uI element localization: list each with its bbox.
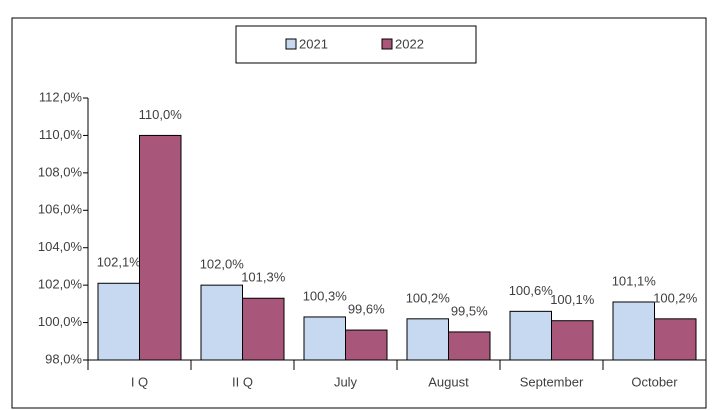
legend-box (235, 25, 477, 64)
data-label: 100,2% (653, 290, 698, 305)
legend-swatch (381, 38, 393, 50)
bar (139, 134, 182, 361)
y-tick-label: 100,0% (38, 314, 83, 329)
data-label: 99,5% (451, 303, 488, 318)
legend-swatch (285, 38, 297, 50)
x-tick-label: October (631, 374, 678, 389)
bar (612, 301, 655, 361)
data-label: 102,0% (200, 257, 245, 272)
y-tick-label: 98,0% (45, 351, 82, 366)
y-tick-label: 102,0% (38, 277, 83, 292)
x-tick-label: II Q (232, 374, 253, 389)
bar (242, 297, 285, 361)
y-tick-label: 108,0% (38, 164, 83, 179)
legend-label: 2021 (299, 36, 328, 51)
data-label: 110,0% (139, 107, 183, 122)
y-tick-label: 106,0% (38, 202, 83, 217)
x-tick-label: September (520, 374, 584, 389)
data-label: 100,6% (509, 283, 554, 298)
bar (200, 284, 243, 361)
bar (551, 320, 594, 361)
bar (97, 282, 140, 361)
x-tick-label: I Q (131, 374, 148, 389)
bar (406, 318, 449, 361)
y-tick-label: 104,0% (38, 239, 83, 254)
bar (654, 318, 697, 361)
bar (345, 329, 388, 361)
data-label: 101,1% (612, 273, 657, 288)
bar (448, 331, 491, 361)
data-label: 100,2% (406, 290, 451, 305)
legend-label: 2022 (395, 36, 424, 51)
data-label: 99,6% (348, 301, 385, 316)
y-tick-label: 112,0% (39, 89, 83, 104)
x-tick-label: August (428, 374, 469, 389)
bar (303, 316, 346, 361)
x-tick-label: July (334, 374, 358, 389)
data-label: 101,3% (241, 270, 286, 285)
data-label: 100,3% (303, 288, 348, 303)
y-tick-label: 110,0% (39, 127, 83, 142)
bar (509, 310, 552, 361)
data-label: 102,1% (97, 255, 142, 270)
data-label: 100,1% (550, 292, 595, 307)
